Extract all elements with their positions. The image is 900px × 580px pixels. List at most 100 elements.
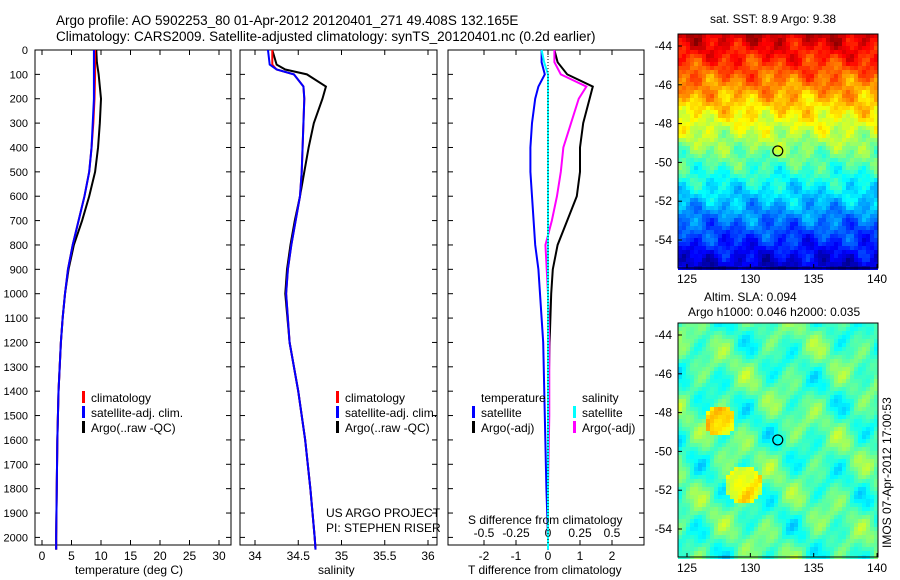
map-cell [866,459,870,463]
map-cell [854,146,858,150]
map-cell [718,190,722,194]
map-cell [798,162,802,166]
map-cell [730,142,734,146]
map-cell [778,415,782,419]
map-cell [814,194,818,198]
map-cell [718,130,722,134]
map-cell [846,258,850,262]
map-cell [758,222,762,226]
map-cell [734,62,738,66]
map-cell [806,234,810,238]
map-cell [822,202,826,206]
map-cell [806,94,810,98]
map-cell [874,166,878,170]
map-cell [778,82,782,86]
map-cell [750,411,754,415]
map-cell [778,439,782,443]
map-cell [870,50,874,54]
map-cell [790,66,794,70]
map-cell [798,126,802,130]
map-cell [822,170,826,174]
map-cell [834,162,838,166]
map-cell [858,435,862,439]
map-cell [734,367,738,371]
map-cell [798,78,802,82]
map-cell [830,58,834,62]
map-cell [722,463,726,467]
map-cell [870,327,874,331]
map-cell [698,118,702,122]
map-cell [770,262,774,266]
map-cell [854,42,858,46]
map-cell [762,463,766,467]
map-cell [730,58,734,62]
map-cell [822,363,826,367]
map-cell [862,218,866,222]
map-cell [854,34,858,38]
map-cell [822,222,826,226]
map-cell [738,451,742,455]
map-cell [830,431,834,435]
map-cell [854,403,858,407]
depth-tick-label: 1800 [4,484,28,496]
map-cell [702,122,706,126]
map-cell [678,118,682,122]
map-cell [774,134,778,138]
map-cell [854,114,858,118]
map-cell [742,34,746,38]
map-cell [682,323,686,327]
map-cell [746,218,750,222]
map-cell [770,130,774,134]
map-cell [802,194,806,198]
map-cell [682,166,686,170]
map-cell [842,435,846,439]
map-cell [862,387,866,391]
map-cell [698,194,702,198]
map-cell [870,351,874,355]
map-cell [794,415,798,419]
map-cell [682,355,686,359]
map-cell [798,427,802,431]
map-cell [726,355,730,359]
map-cell [770,234,774,238]
map-cell [846,347,850,351]
map-cell [770,258,774,262]
map-cell [706,218,710,222]
map-cell [818,70,822,74]
map-cell [698,218,702,222]
map-cell [782,82,786,86]
map-cell [722,170,726,174]
map-cell [682,146,686,150]
map-cell [798,242,802,246]
sdiff-legend-label: Argo(-adj) [582,421,635,435]
map-cell [862,126,866,130]
map-cell [718,134,722,138]
map-cell [750,367,754,371]
map-cell [838,70,842,74]
map-cell [714,443,718,447]
map-cell [862,206,866,210]
map-cell [838,246,842,250]
map-cell [846,154,850,158]
map-cell [754,431,758,435]
map-cell [786,234,790,238]
map-cell [814,238,818,242]
map-cell [730,162,734,166]
map-cell [738,94,742,98]
map-cell [778,459,782,463]
map-cell [770,122,774,126]
map-cell [690,258,694,262]
map-cell [774,58,778,62]
map-cell [698,66,702,70]
map-cell [730,106,734,110]
map-cell [798,154,802,158]
map-cell [690,230,694,234]
map-cell [714,102,718,106]
map-cell [838,218,842,222]
map-cell [794,339,798,343]
map-cell [806,78,810,82]
map-cell [734,122,738,126]
map-cell [790,343,794,347]
map-cell [826,34,830,38]
map-cell [714,327,718,331]
